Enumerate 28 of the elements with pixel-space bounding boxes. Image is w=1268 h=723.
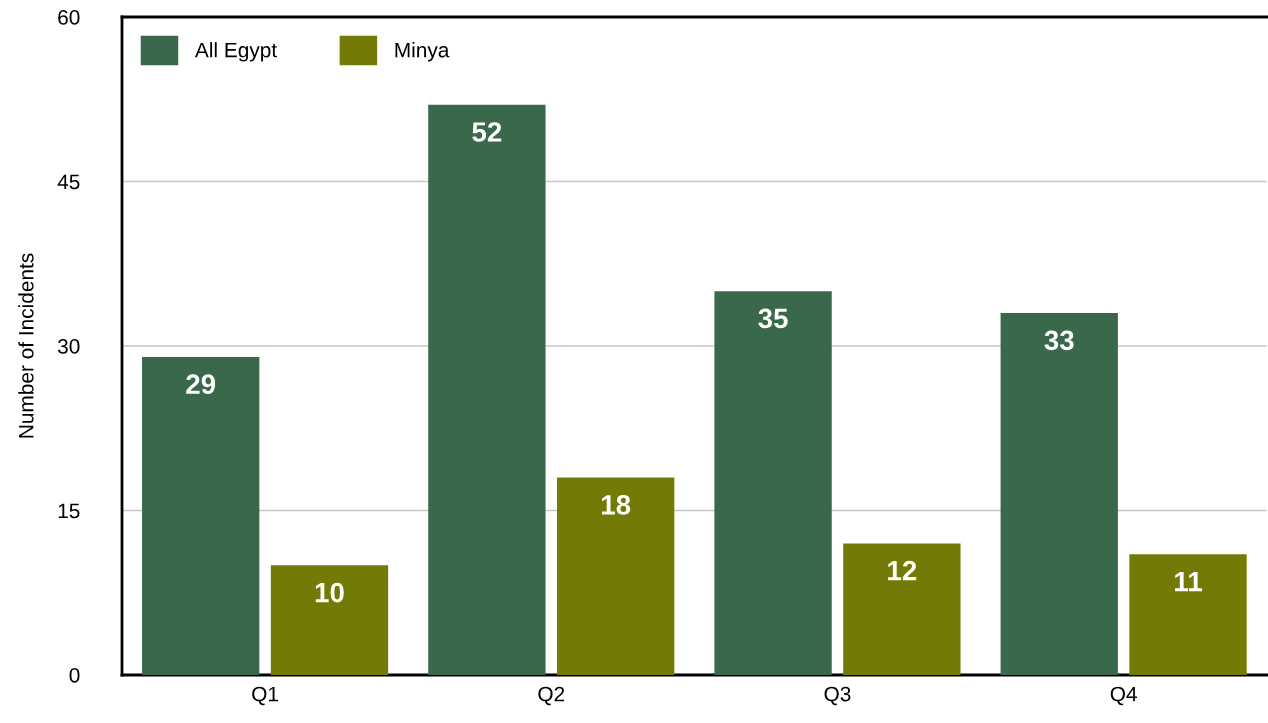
bar bbox=[142, 356, 260, 675]
data-label: 52 bbox=[472, 122, 502, 142]
bar bbox=[1129, 554, 1247, 675]
data-label: 10 bbox=[315, 582, 344, 603]
y-tick-label: 30 bbox=[57, 339, 80, 354]
bar bbox=[428, 104, 546, 675]
x-tick-label: Q4 bbox=[1110, 686, 1137, 706]
bar bbox=[270, 565, 389, 675]
x-tick-label: Q1 bbox=[252, 686, 278, 706]
legend-label: Minya bbox=[395, 42, 450, 62]
bar bbox=[557, 477, 675, 675]
y-tick-label: 15 bbox=[58, 503, 80, 519]
data-label: 11 bbox=[1175, 572, 1202, 592]
y-tick-label: 45 bbox=[57, 174, 80, 190]
legend-label: All Egypt bbox=[194, 42, 277, 62]
x-tick-label: Q3 bbox=[824, 686, 851, 706]
y-axis-title: Number of Incidents bbox=[18, 253, 34, 438]
bar bbox=[714, 291, 832, 675]
y-tick-label: 60 bbox=[58, 10, 80, 25]
data-label: 35 bbox=[758, 308, 788, 329]
y-tick-label: 0 bbox=[69, 668, 80, 683]
x-tick-label: Q2 bbox=[538, 686, 565, 706]
data-label: 29 bbox=[186, 374, 216, 395]
data-label: 12 bbox=[888, 560, 917, 581]
data-label: 33 bbox=[1044, 330, 1074, 351]
bar bbox=[843, 543, 961, 675]
bar bbox=[1000, 313, 1118, 675]
data-label: 18 bbox=[601, 495, 631, 515]
